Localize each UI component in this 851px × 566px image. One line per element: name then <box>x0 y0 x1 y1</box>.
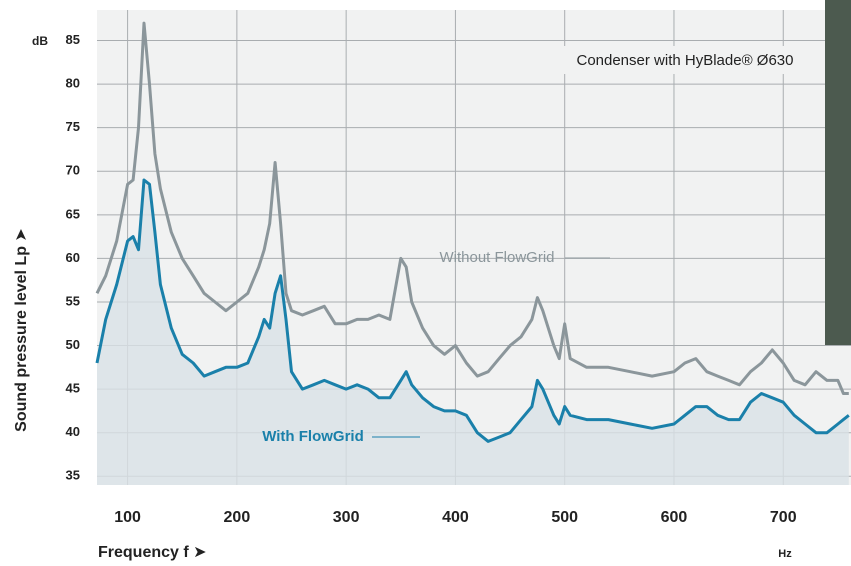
y-tick-label: 45 <box>66 381 80 396</box>
x-axis-label: Frequency f ➤ <box>98 544 207 561</box>
y-tick-label: 75 <box>66 119 80 134</box>
x-tick-label: 200 <box>224 509 251 526</box>
y-tick-label: 65 <box>66 206 80 221</box>
chart: Condenser with HyBlade® Ø630 dB Sound pr… <box>0 0 851 566</box>
y-tick-label: 55 <box>66 293 80 308</box>
x-tick-label: 700 <box>770 509 797 526</box>
y-tick-label: 85 <box>66 32 80 47</box>
x-tick-label: 300 <box>333 509 360 526</box>
y-tick-label: 60 <box>66 250 80 265</box>
y-tick-label: 50 <box>66 337 80 352</box>
y-axis-label: Sound pressure level Lp ➤ <box>13 228 30 432</box>
y-tick-label: 40 <box>66 424 80 439</box>
x-tick-label: 400 <box>442 509 469 526</box>
series-label: With FlowGrid <box>262 428 364 445</box>
chart-title: Condenser with HyBlade® Ø630 <box>576 52 793 69</box>
y-unit: dB <box>32 34 48 48</box>
y-tick-label: 35 <box>66 468 80 483</box>
x-tick-label: 600 <box>661 509 688 526</box>
x-unit: Hz <box>778 548 792 560</box>
y-tick-label: 80 <box>66 76 80 91</box>
x-tick-label: 100 <box>114 509 141 526</box>
y-tick-label: 70 <box>66 163 80 178</box>
series-label: Without FlowGrid <box>439 249 554 266</box>
x-tick-label: 500 <box>551 509 578 526</box>
photo-strip <box>825 0 851 345</box>
